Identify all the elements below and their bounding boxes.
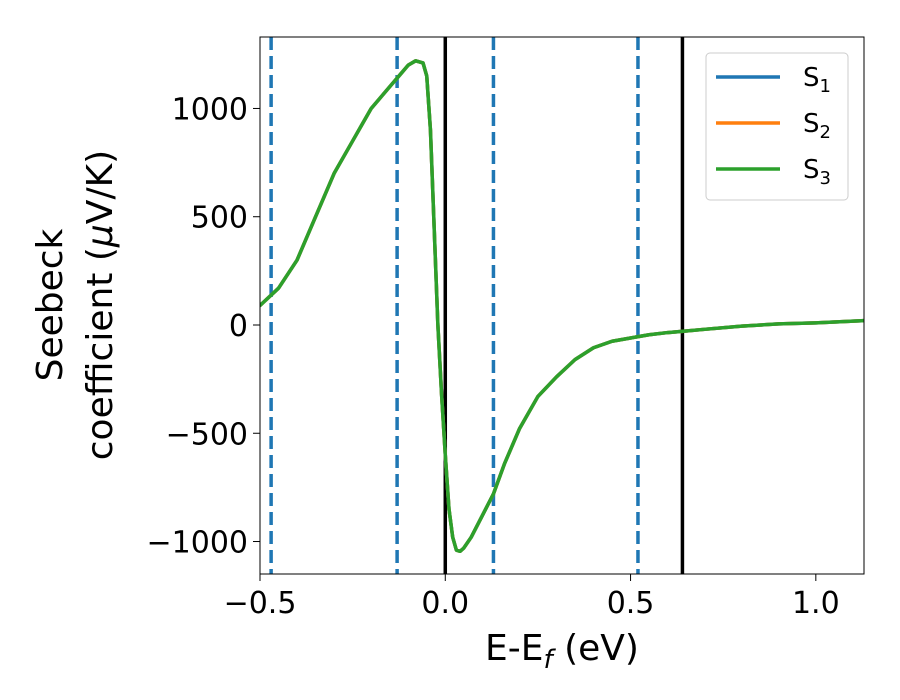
x-axis-title: E-Ef (eV) (485, 628, 639, 675)
legend-label-S2: S2 (803, 109, 831, 143)
y-axis-title-line2: coefficient (μV/K) (80, 150, 121, 460)
series-line-S3 (260, 59, 864, 554)
x-tick-label: 1.0 (792, 586, 840, 621)
plot-frame (259, 36, 865, 575)
series-lines (260, 59, 864, 554)
y-tick-label: −500 (166, 417, 248, 452)
y-tick-label: 1000 (172, 92, 248, 127)
y-tick-label: −1000 (147, 526, 248, 561)
legend-box (705, 52, 849, 201)
y-axis-title: Seebeck coefficient (μV/K) (30, 150, 121, 460)
y-tick-label: 0 (229, 309, 248, 344)
legend-label-S3: S3 (803, 155, 831, 189)
vertical-lines (269, 37, 685, 574)
y-tick-label: 500 (191, 201, 248, 236)
x-tick-label: 0.0 (421, 586, 469, 621)
x-tick-label: 0.5 (607, 586, 655, 621)
y-axis-title-line1: Seebeck (30, 228, 71, 381)
y-axis-ticks: −1000 −500 0 500 1000 (147, 92, 260, 561)
x-axis-ticks: −0.5 0.0 0.5 1.0 (224, 574, 840, 621)
x-tick-label: −0.5 (224, 586, 297, 621)
legend: S1 S2 S3 (705, 52, 849, 201)
legend-label-S1: S1 (803, 63, 831, 97)
